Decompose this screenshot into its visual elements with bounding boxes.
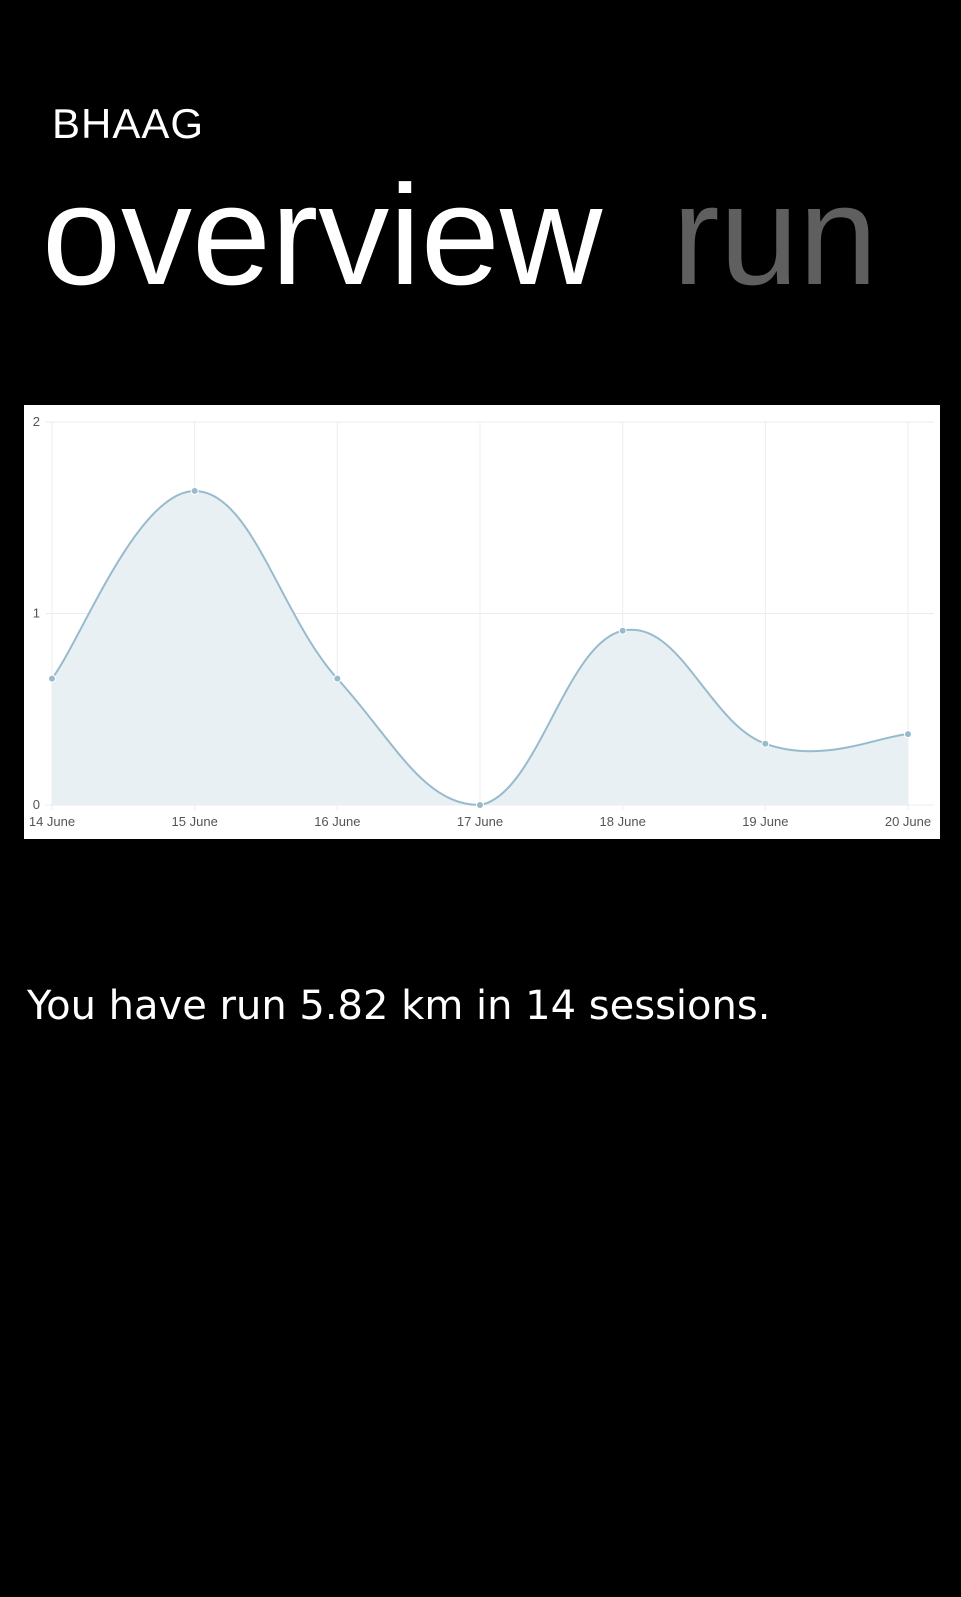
data-point xyxy=(190,486,199,495)
x-tick-label: 16 June xyxy=(314,814,360,829)
x-tick-label: 14 June xyxy=(29,814,75,829)
y-tick-label: 1 xyxy=(33,606,40,621)
series-area-fill xyxy=(52,490,908,805)
y-tick-label: 2 xyxy=(33,414,40,429)
x-tick-label: 18 June xyxy=(600,814,646,829)
x-tick-label: 15 June xyxy=(172,814,218,829)
data-point xyxy=(333,674,342,683)
run-summary-text: You have run 5.82 km in 14 sessions. xyxy=(27,983,771,1029)
pivot-header: overview run xyxy=(42,165,948,307)
data-point xyxy=(48,674,56,683)
run-distance-chart: 0 1 2 14 June 15 June 16 June 17 June 18 June 19… xyxy=(24,405,940,839)
chart-svg: 0 1 2 14 June 15 June 16 June 17 June 18 June 19… xyxy=(29,414,934,829)
pivot-tab-run[interactable]: run xyxy=(672,156,878,315)
data-point xyxy=(476,801,484,809)
app-title: BHAAG xyxy=(52,100,205,147)
x-tick-label: 19 June xyxy=(742,814,788,829)
y-tick-label: 0 xyxy=(33,797,40,812)
data-point xyxy=(618,626,627,635)
data-point xyxy=(761,739,770,748)
data-point xyxy=(904,730,912,739)
x-tick-label: 17 June xyxy=(457,814,503,829)
x-tick-label: 20 June xyxy=(885,814,931,829)
pivot-tab-overview[interactable]: overview xyxy=(42,156,603,315)
